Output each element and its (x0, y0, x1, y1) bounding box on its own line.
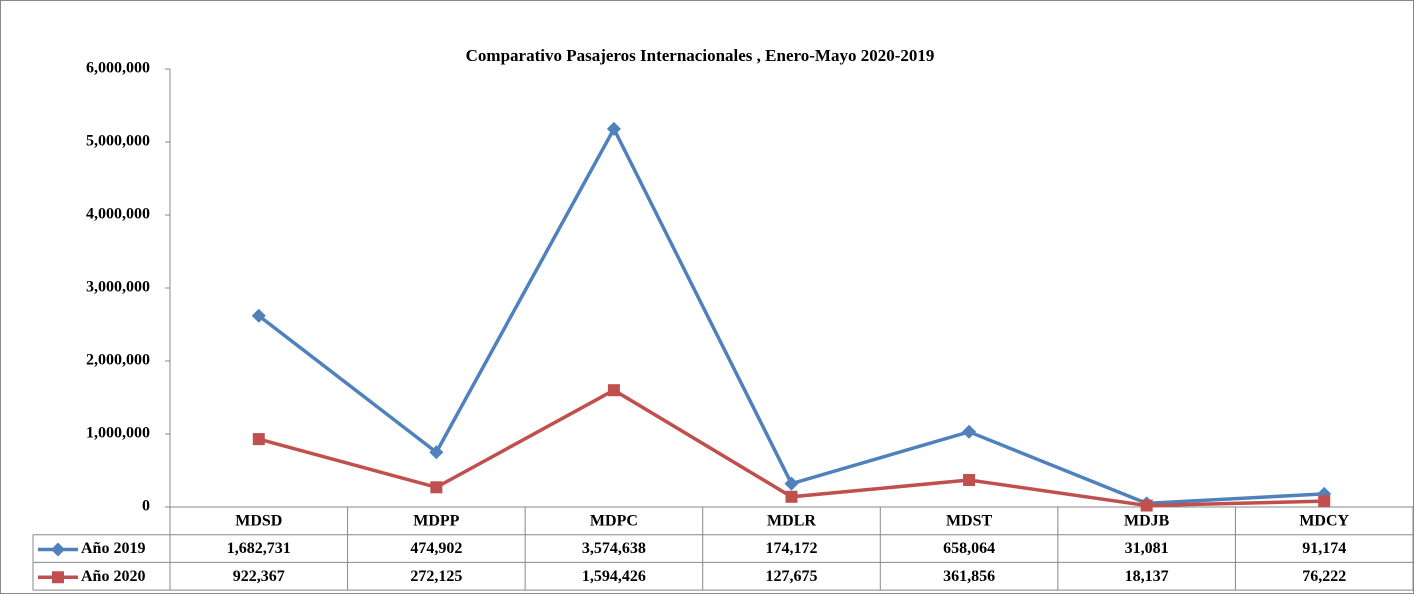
table-cell: 1,682,731 (227, 540, 291, 557)
data-point (1318, 495, 1331, 508)
table-cell: 127,675 (766, 568, 818, 585)
data-point (607, 384, 620, 397)
table-cell: 18,137 (1125, 568, 1169, 585)
data-point (962, 424, 977, 439)
table-cell: 3,574,638 (582, 540, 646, 557)
x-tick-label: MDPP (413, 513, 459, 530)
data-point (784, 476, 799, 491)
y-tick-label: 3,000,000 (86, 279, 150, 296)
data-point (785, 490, 798, 503)
x-tick-label: MDPC (590, 513, 638, 530)
table-cell: 31,081 (1125, 540, 1169, 557)
table-cell: 361,856 (943, 568, 995, 585)
y-tick-label: 6,000,000 (86, 60, 150, 77)
legend-marker (51, 542, 65, 557)
table-cell: 1,594,426 (582, 568, 646, 585)
y-tick-label: 0 (142, 498, 150, 515)
table-cell: 272,125 (410, 568, 462, 585)
table-cell: 174,172 (766, 540, 818, 557)
table-cell: 658,064 (943, 540, 995, 557)
x-tick-label: MDJB (1124, 513, 1170, 530)
data-point (1140, 499, 1153, 512)
y-tick-label: 5,000,000 (86, 133, 150, 150)
legend-label: Año 2019 (81, 540, 145, 557)
data-point (963, 473, 976, 486)
legend-label: Año 2020 (81, 568, 145, 585)
data-point (429, 445, 444, 460)
x-tick-label: MDLR (767, 513, 816, 530)
x-tick-label: MDCY (1299, 513, 1349, 530)
table-cell: 76,222 (1302, 568, 1346, 585)
x-tick-label: MDSD (235, 513, 282, 530)
data-point (430, 481, 443, 494)
y-tick-label: 1,000,000 (86, 425, 150, 442)
y-tick-label: 2,000,000 (86, 352, 150, 369)
chart-title: Comparativo Pasajeros Internacionales , … (466, 46, 935, 65)
x-tick-label: MDST (946, 513, 993, 530)
table-cell: 474,902 (410, 540, 462, 557)
data-point (251, 308, 266, 323)
table-cell: 922,367 (233, 568, 285, 585)
y-tick-label: 4,000,000 (86, 206, 150, 223)
table-cell: 91,174 (1302, 540, 1346, 557)
data-point (606, 121, 621, 136)
legend-marker (52, 571, 64, 584)
data-point (252, 433, 265, 446)
